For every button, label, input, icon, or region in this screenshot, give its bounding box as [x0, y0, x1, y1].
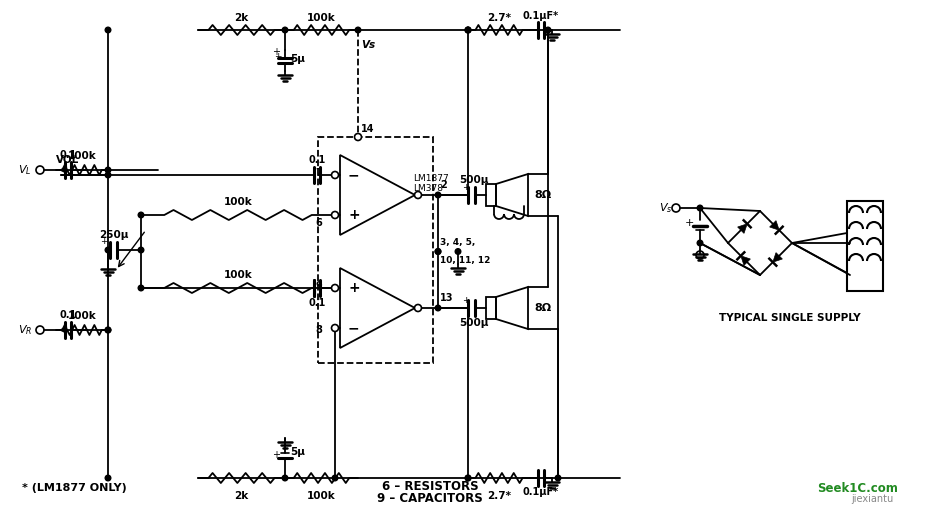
Text: 0.1µF*: 0.1µF*	[523, 11, 559, 21]
Text: 13: 13	[440, 293, 453, 303]
Text: 100k: 100k	[224, 270, 252, 280]
Circle shape	[435, 249, 441, 255]
Circle shape	[555, 475, 561, 481]
Polygon shape	[741, 256, 750, 265]
Circle shape	[455, 249, 461, 255]
Circle shape	[331, 172, 339, 178]
Circle shape	[465, 475, 471, 481]
Text: 2k: 2k	[234, 491, 248, 501]
Circle shape	[435, 192, 441, 198]
Text: 8Ω: 8Ω	[534, 303, 551, 313]
Text: 2.7*: 2.7*	[487, 491, 511, 501]
Circle shape	[465, 475, 471, 481]
Text: 0.1: 0.1	[59, 310, 76, 320]
Polygon shape	[737, 224, 748, 233]
Circle shape	[105, 247, 110, 253]
Text: 2: 2	[440, 180, 447, 190]
Text: 5µ: 5µ	[290, 54, 305, 64]
Text: $V_R$: $V_R$	[18, 323, 32, 337]
Circle shape	[138, 285, 143, 291]
Text: +: +	[100, 237, 108, 246]
Circle shape	[331, 211, 339, 218]
Text: VOL: VOL	[56, 155, 79, 165]
Text: 9 – CAPACITORS: 9 – CAPACITORS	[377, 492, 483, 504]
Text: +: +	[272, 450, 280, 460]
Text: jiexiantu: jiexiantu	[851, 494, 893, 504]
Text: 2.7*: 2.7*	[487, 13, 511, 23]
Circle shape	[698, 205, 702, 211]
Circle shape	[435, 249, 441, 255]
Circle shape	[355, 134, 362, 141]
Text: 100k: 100k	[307, 13, 336, 23]
Text: 6 – RESISTORS: 6 – RESISTORS	[381, 480, 479, 492]
Text: 8: 8	[315, 325, 322, 335]
Circle shape	[414, 304, 422, 311]
Circle shape	[414, 192, 422, 199]
Text: +: +	[463, 183, 470, 192]
Text: $V_L$: $V_L$	[18, 163, 31, 177]
Text: 100k: 100k	[307, 491, 336, 501]
Text: 0.1: 0.1	[59, 150, 76, 160]
Text: 500µ: 500µ	[460, 318, 489, 328]
Text: 0.1µF*: 0.1µF*	[523, 487, 559, 497]
Text: TYPICAL SINGLE SUPPLY: TYPICAL SINGLE SUPPLY	[719, 313, 861, 323]
Text: Vs: Vs	[361, 40, 375, 50]
Circle shape	[355, 27, 361, 33]
Text: 250µ: 250µ	[99, 230, 128, 240]
Text: 2k: 2k	[234, 13, 248, 23]
Circle shape	[105, 27, 110, 33]
Text: +: +	[348, 281, 360, 295]
Circle shape	[698, 240, 702, 246]
Text: LM1877: LM1877	[413, 174, 448, 183]
Text: 14: 14	[361, 124, 375, 134]
Circle shape	[105, 327, 110, 333]
Circle shape	[105, 167, 110, 173]
Text: 9: 9	[315, 281, 322, 291]
Circle shape	[331, 284, 339, 292]
Circle shape	[105, 172, 110, 178]
Text: +: +	[272, 47, 280, 57]
Circle shape	[465, 27, 471, 33]
Text: 100k: 100k	[68, 151, 96, 161]
Text: +: +	[348, 208, 360, 222]
Circle shape	[331, 325, 339, 332]
Text: 8Ω: 8Ω	[534, 190, 551, 200]
Bar	[486, 184, 496, 206]
Circle shape	[282, 27, 288, 33]
Text: +: +	[684, 218, 694, 228]
Text: −: −	[348, 168, 360, 182]
Polygon shape	[773, 252, 783, 262]
Text: 7: 7	[315, 168, 322, 178]
Text: * (LM1877 ONLY): * (LM1877 ONLY)	[22, 483, 126, 493]
Text: 6: 6	[315, 218, 322, 228]
Circle shape	[105, 327, 110, 333]
Circle shape	[465, 27, 471, 33]
Circle shape	[138, 212, 143, 218]
Text: 10, 11, 12: 10, 11, 12	[440, 257, 490, 266]
Circle shape	[282, 475, 288, 481]
Text: 3, 4, 5,: 3, 4, 5,	[440, 238, 475, 246]
Bar	[486, 297, 496, 319]
Text: $V_s$: $V_s$	[659, 201, 672, 215]
Text: 100k: 100k	[68, 311, 96, 321]
Circle shape	[435, 305, 441, 311]
Text: Seek1C.com: Seek1C.com	[818, 482, 899, 494]
Polygon shape	[769, 220, 779, 230]
Circle shape	[546, 27, 550, 33]
Text: 5µ: 5µ	[290, 447, 305, 457]
Text: 100k: 100k	[224, 197, 252, 207]
Circle shape	[465, 27, 471, 33]
Circle shape	[138, 247, 143, 253]
Text: 0.1: 0.1	[309, 298, 326, 308]
Text: +: +	[463, 296, 470, 305]
Bar	[847, 201, 883, 291]
Text: 0.1: 0.1	[309, 155, 326, 165]
Circle shape	[332, 475, 338, 481]
Bar	[318, 137, 433, 363]
Circle shape	[105, 475, 110, 481]
Text: LM378: LM378	[413, 184, 443, 193]
Text: +: +	[275, 52, 282, 61]
Text: 500µ: 500µ	[460, 175, 489, 185]
Text: −: −	[348, 321, 360, 335]
